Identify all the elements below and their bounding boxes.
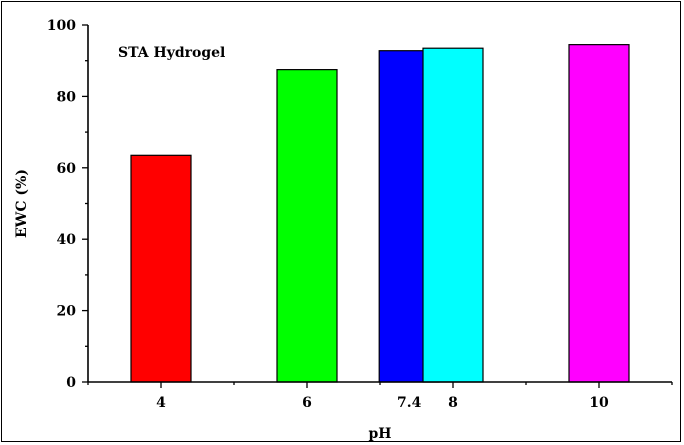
x-tick-label: 7.4 [397, 395, 422, 411]
chart-annotation: STA Hydrogel [118, 45, 225, 61]
bar-ph-8 [422, 47, 484, 383]
bar-ph-4 [130, 154, 192, 383]
y-tick-label: 80 [57, 89, 77, 105]
labels-group: 0 20 40 60 80 100 4 6 7.4 8 10 pH EWC (%) STA Hydroge… [14, 18, 609, 442]
y-tick-label: 40 [57, 232, 77, 248]
bars-group [130, 44, 630, 383]
y-tick-label: 20 [57, 304, 77, 320]
axes-group [82, 24, 673, 388]
x-axis-title: pH [368, 426, 391, 442]
y-tick-label: 60 [57, 161, 77, 177]
y-tick-label: 0 [66, 375, 76, 391]
y-tick-label: 100 [47, 18, 76, 34]
bar-ph-10 [568, 44, 630, 383]
x-tick-label: 4 [156, 395, 166, 411]
x-tick-label: 8 [448, 395, 458, 411]
x-tick-label: 6 [302, 395, 312, 411]
bar-ph-6 [276, 69, 338, 383]
x-tick-label: 10 [589, 395, 609, 411]
y-axis-title: EWC (%) [14, 169, 30, 238]
